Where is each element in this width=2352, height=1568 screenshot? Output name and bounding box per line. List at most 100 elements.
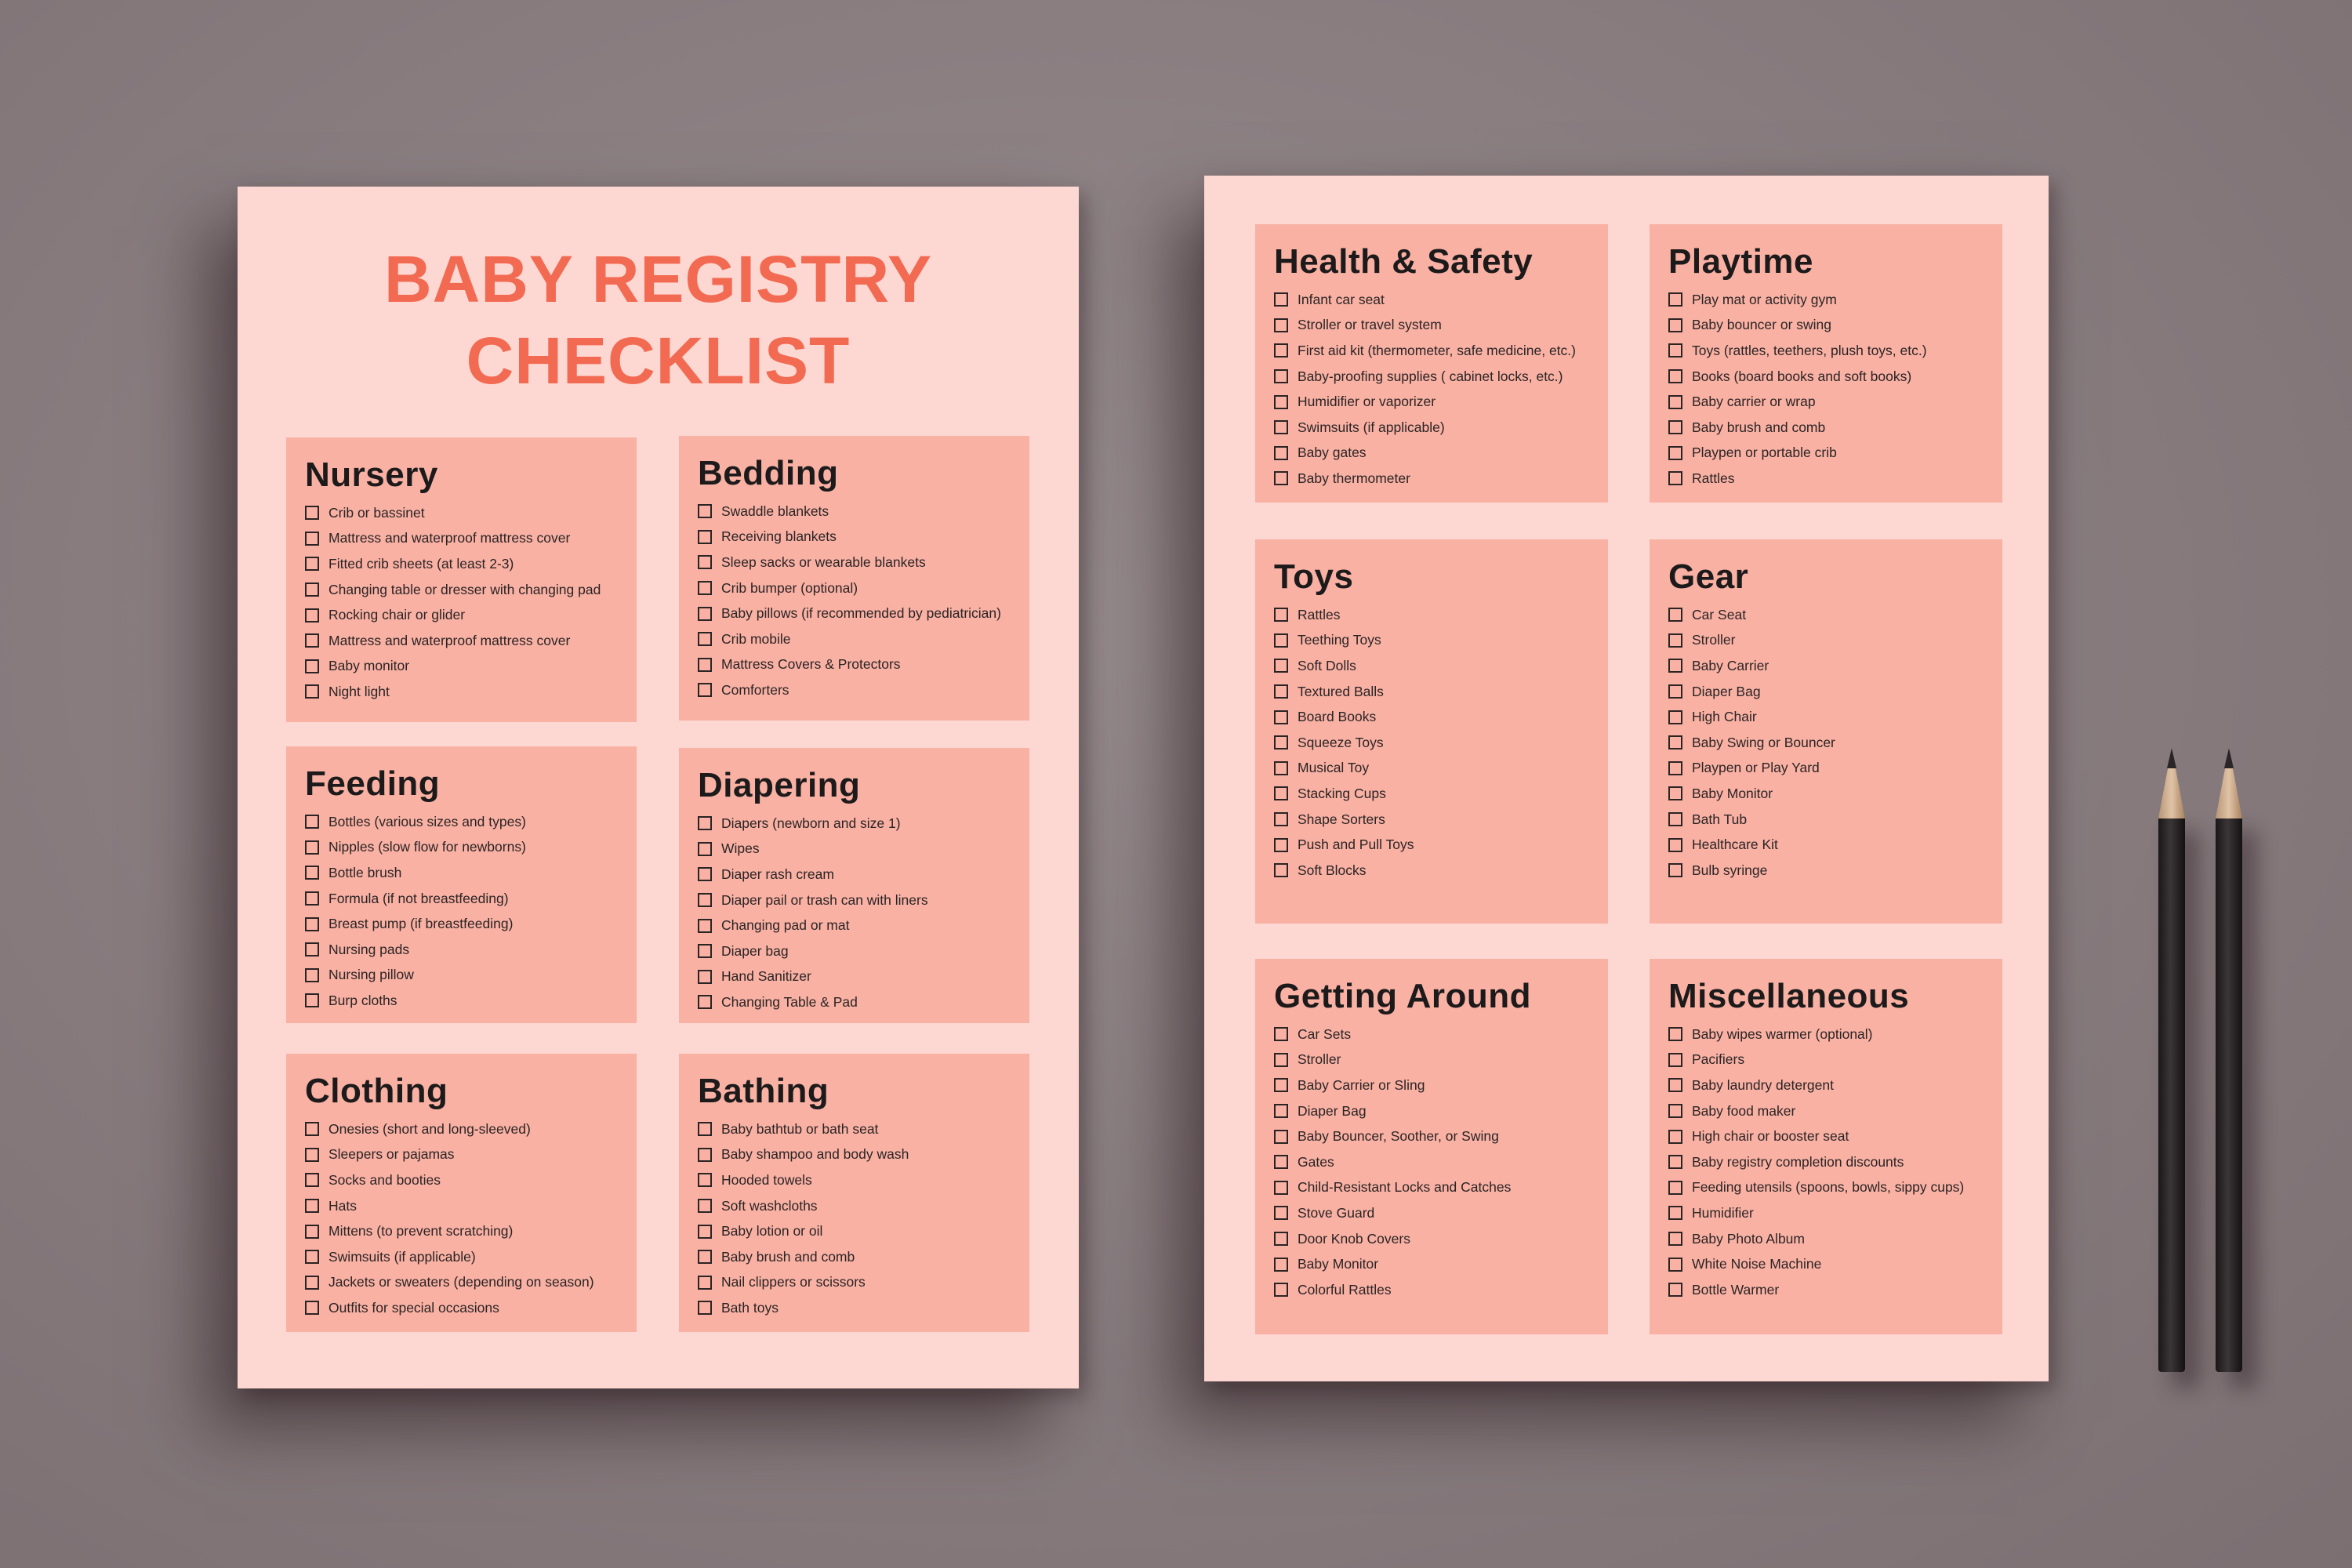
checkbox-icon[interactable] [1274,445,1288,460]
checklist-item[interactable]: Fitted crib sheets (at least 2-3) [305,551,637,577]
checklist-item[interactable]: Pacifiers [1668,1047,2002,1073]
checkbox-icon[interactable] [1274,684,1288,699]
checklist-item[interactable]: Soft Blocks [1274,858,1608,884]
checklist-item[interactable]: High Chair [1668,704,2002,730]
checklist-item[interactable]: Baby Monitor [1668,781,2002,807]
checklist-item[interactable]: Comforters [698,677,1029,703]
checklist-item[interactable]: Baby Carrier [1668,653,2002,679]
checkbox-icon[interactable] [1274,420,1288,435]
checkbox-icon[interactable] [698,995,712,1010]
checkbox-icon[interactable] [698,657,712,672]
checklist-item[interactable]: Wipes [698,837,1029,862]
checklist-item[interactable]: Baby Carrier or Sling [1274,1073,1608,1098]
checklist-item[interactable]: Onesies (short and long-sleeved) [305,1116,637,1142]
checklist-item[interactable]: Baby pillows (if recommended by pediatri… [698,601,1029,626]
checkbox-icon[interactable] [1274,633,1288,648]
checklist-item[interactable]: Musical Toy [1274,756,1608,782]
checklist-item[interactable]: Soft washcloths [698,1193,1029,1219]
checkbox-icon[interactable] [1668,369,1682,384]
checklist-item[interactable]: Changing table or dresser with changing … [305,577,637,603]
checklist-item[interactable]: Diaper rash cream [698,862,1029,887]
checklist-item[interactable]: Burp cloths [305,988,637,1014]
checklist-item[interactable]: Changing pad or mat [698,913,1029,938]
checkbox-icon[interactable] [1274,471,1288,486]
checkbox-icon[interactable] [698,816,712,831]
checklist-item[interactable]: Soft Dolls [1274,653,1608,679]
checklist-item[interactable]: Hooded towels [698,1167,1029,1193]
checklist-item[interactable]: Baby brush and comb [1668,415,2002,441]
checklist-item[interactable]: Stove Guard [1274,1200,1608,1226]
checkbox-icon[interactable] [1668,420,1682,435]
checklist-item[interactable]: Swimsuits (if applicable) [305,1244,637,1270]
checkbox-icon[interactable] [305,993,319,1008]
checklist-item[interactable]: Colorful Rattles [1274,1277,1608,1303]
checkbox-icon[interactable] [305,1250,319,1265]
checkbox-icon[interactable] [1274,318,1288,332]
checkbox-icon[interactable] [698,944,712,959]
checkbox-icon[interactable] [305,506,319,521]
checkbox-icon[interactable] [698,918,712,933]
checkbox-icon[interactable] [1274,1052,1288,1067]
checklist-item[interactable]: Baby registry completion discounts [1668,1149,2002,1175]
checklist-item[interactable]: Diaper Bag [1274,1098,1608,1124]
checklist-item[interactable]: Gates [1274,1149,1608,1175]
checkbox-icon[interactable] [1668,318,1682,332]
checkbox-icon[interactable] [1668,659,1682,673]
checkbox-icon[interactable] [1668,633,1682,648]
checklist-item[interactable]: Jackets or sweaters (depending on season… [305,1270,637,1296]
checkbox-icon[interactable] [1274,710,1288,724]
checklist-item[interactable]: White Noise Machine [1668,1251,2002,1277]
checkbox-icon[interactable] [305,583,319,597]
checklist-item[interactable]: Humidifier or vaporizer [1274,389,1608,415]
checklist-item[interactable]: Playpen or Play Yard [1668,756,2002,782]
checklist-item[interactable]: Diaper pail or trash can with liners [698,887,1029,913]
checkbox-icon[interactable] [698,1173,712,1188]
checkbox-icon[interactable] [1274,292,1288,307]
checkbox-icon[interactable] [698,632,712,647]
checklist-item[interactable]: Baby-proofing supplies ( cabinet locks, … [1274,364,1608,390]
checklist-item[interactable]: Baby wipes warmer (optional) [1668,1022,2002,1047]
checklist-item[interactable]: Child-Resistant Locks and Catches [1274,1175,1608,1201]
checkbox-icon[interactable] [1668,710,1682,724]
checkbox-icon[interactable] [305,1173,319,1188]
checklist-item[interactable]: Board Books [1274,704,1608,730]
checkbox-icon[interactable] [305,557,319,572]
checklist-item[interactable]: Baby gates [1274,441,1608,466]
checklist-item[interactable]: Mattress and waterproof mattress cover [305,526,637,552]
checklist-item[interactable]: Stroller or travel system [1274,313,1608,339]
checkbox-icon[interactable] [1274,1078,1288,1093]
checklist-item[interactable]: Mittens (to prevent scratching) [305,1218,637,1244]
checklist-item[interactable]: Bottle Warmer [1668,1277,2002,1303]
checkbox-icon[interactable] [305,1224,319,1239]
checklist-item[interactable]: Baby shampoo and body wash [698,1142,1029,1168]
checkbox-icon[interactable] [305,1199,319,1214]
checkbox-icon[interactable] [305,659,319,673]
checkbox-icon[interactable] [698,867,712,882]
checkbox-icon[interactable] [698,529,712,544]
checkbox-icon[interactable] [1274,1129,1288,1144]
checkbox-icon[interactable] [305,942,319,957]
checklist-item[interactable]: Feeding utensils (spoons, bowls, sippy c… [1668,1175,2002,1201]
checklist-item[interactable]: Mattress and waterproof mattress cover [305,628,637,654]
checkbox-icon[interactable] [1668,1155,1682,1170]
checkbox-icon[interactable] [698,1224,712,1239]
checklist-item[interactable]: Sleepers or pajamas [305,1142,637,1168]
checkbox-icon[interactable] [305,815,319,829]
checkbox-icon[interactable] [1274,1155,1288,1170]
checkbox-icon[interactable] [1274,1104,1288,1119]
checklist-item[interactable]: Squeeze Toys [1274,730,1608,756]
checkbox-icon[interactable] [1668,735,1682,750]
checkbox-icon[interactable] [305,1122,319,1137]
checklist-item[interactable]: Push and Pull Toys [1274,832,1608,858]
checklist-item[interactable]: Baby monitor [305,654,637,680]
checklist-item[interactable]: Changing Table & Pad [698,989,1029,1015]
checkbox-icon[interactable] [698,504,712,519]
checklist-item[interactable]: Outfits for special occasions [305,1295,637,1321]
checkbox-icon[interactable] [305,1301,319,1316]
checklist-item[interactable]: Sleep sacks or wearable blankets [698,550,1029,575]
checklist-item[interactable]: Crib bumper (optional) [698,575,1029,601]
checkbox-icon[interactable] [305,840,319,855]
checkbox-icon[interactable] [1668,394,1682,409]
checklist-item[interactable]: Baby carrier or wrap [1668,389,2002,415]
checkbox-icon[interactable] [1668,760,1682,775]
